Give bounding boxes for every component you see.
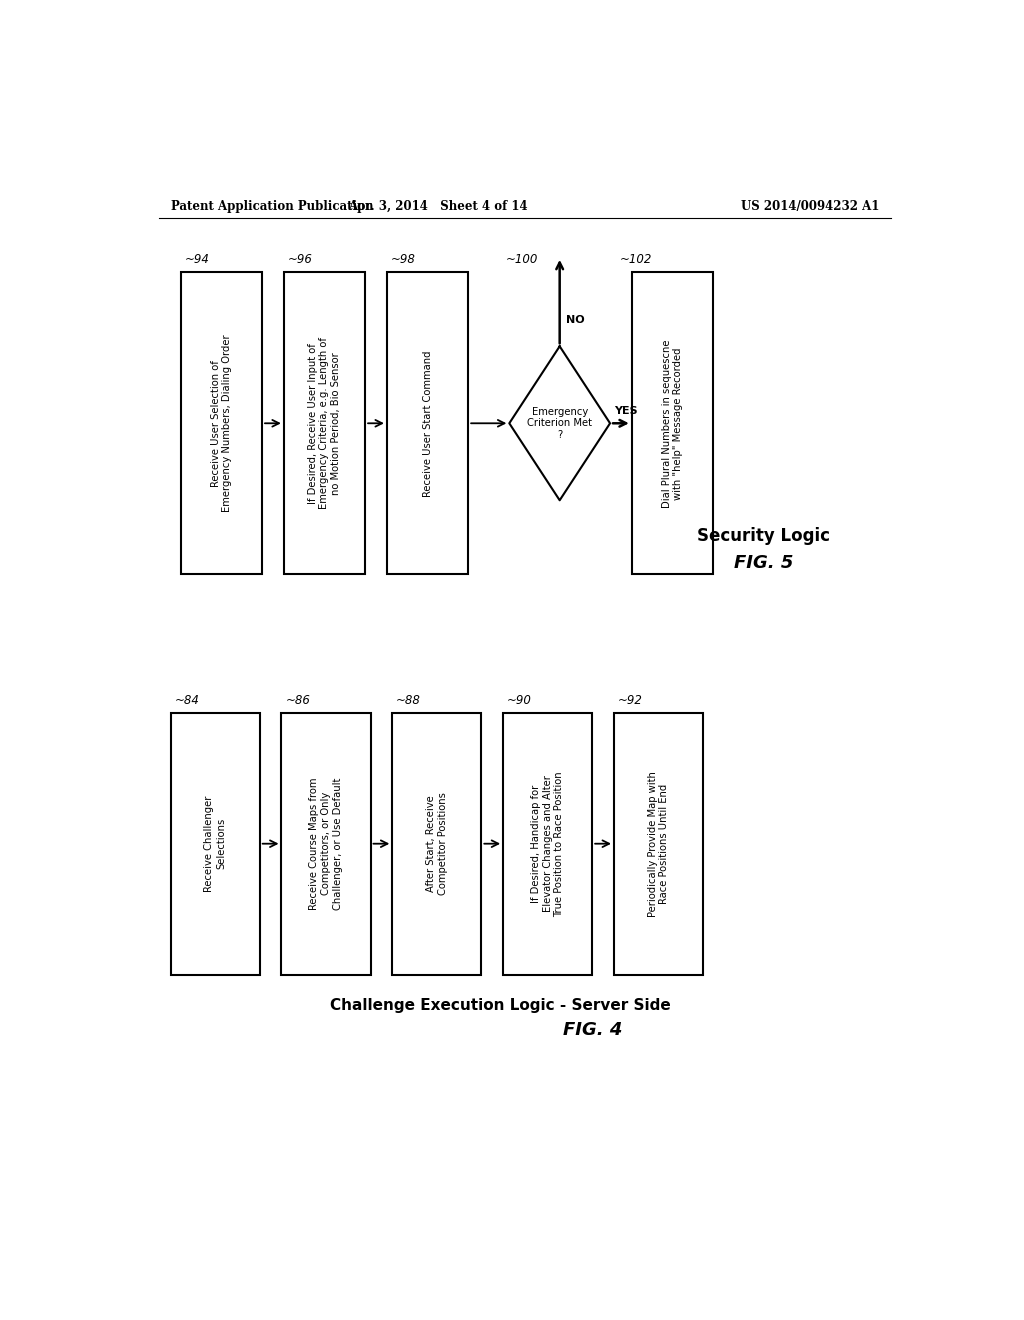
Text: Receive User Selection of
Emergency Numbers, Dialing Order: Receive User Selection of Emergency Numb… — [211, 334, 232, 512]
Bar — [503, 713, 592, 974]
Bar — [180, 272, 262, 574]
Text: ~88: ~88 — [396, 693, 421, 706]
Text: Receive User Start Command: Receive User Start Command — [423, 350, 432, 496]
Text: Apr. 3, 2014   Sheet 4 of 14: Apr. 3, 2014 Sheet 4 of 14 — [348, 199, 527, 213]
Text: ~98: ~98 — [391, 253, 416, 267]
Text: Emergency
Criterion Met
?: Emergency Criterion Met ? — [527, 407, 592, 440]
Bar — [171, 713, 260, 974]
Bar — [392, 713, 481, 974]
Text: NO: NO — [566, 315, 585, 325]
Bar — [284, 272, 366, 574]
Text: ~94: ~94 — [184, 253, 210, 267]
Text: Receive Course Maps from
Competitors, or Only
Challenger, or Use Default: Receive Course Maps from Competitors, or… — [309, 777, 343, 909]
Text: ~84: ~84 — [174, 693, 200, 706]
Text: YES: YES — [614, 407, 638, 416]
Text: ~100: ~100 — [506, 253, 538, 267]
Text: Challenge Execution Logic - Server Side: Challenge Execution Logic - Server Side — [330, 998, 671, 1012]
Text: If Desired, Receive User Input of
Emergency Criteria, e.g. Length of
no Motion P: If Desired, Receive User Input of Emerge… — [308, 338, 341, 510]
Text: If Desired, Handicap for
Elevator Changes and Alter
True Position to Race Positi: If Desired, Handicap for Elevator Change… — [531, 771, 564, 916]
Text: ~92: ~92 — [617, 693, 643, 706]
Bar — [632, 272, 713, 574]
Text: ~90: ~90 — [507, 693, 531, 706]
Text: Patent Application Publication: Patent Application Publication — [171, 199, 373, 213]
Text: ~96: ~96 — [288, 253, 312, 267]
Text: Periodically Provide Map with
Race Positions Until End: Periodically Provide Map with Race Posit… — [648, 771, 670, 916]
Bar — [387, 272, 468, 574]
Text: Security Logic: Security Logic — [697, 527, 830, 545]
Text: Receive Challenger
Selections: Receive Challenger Selections — [205, 796, 226, 892]
Text: ~86: ~86 — [286, 693, 310, 706]
Text: FIG. 5: FIG. 5 — [734, 553, 794, 572]
Bar — [614, 713, 703, 974]
Text: US 2014/0094232 A1: US 2014/0094232 A1 — [741, 199, 880, 213]
Text: Dial Plural Numbers in sequescne
with "help" Message Recorded: Dial Plural Numbers in sequescne with "h… — [662, 339, 683, 507]
Bar — [282, 713, 371, 974]
Text: ~102: ~102 — [621, 253, 652, 267]
Text: After Start, Receive
Competitor Positions: After Start, Receive Competitor Position… — [426, 792, 447, 895]
Text: FIG. 4: FIG. 4 — [563, 1020, 623, 1039]
